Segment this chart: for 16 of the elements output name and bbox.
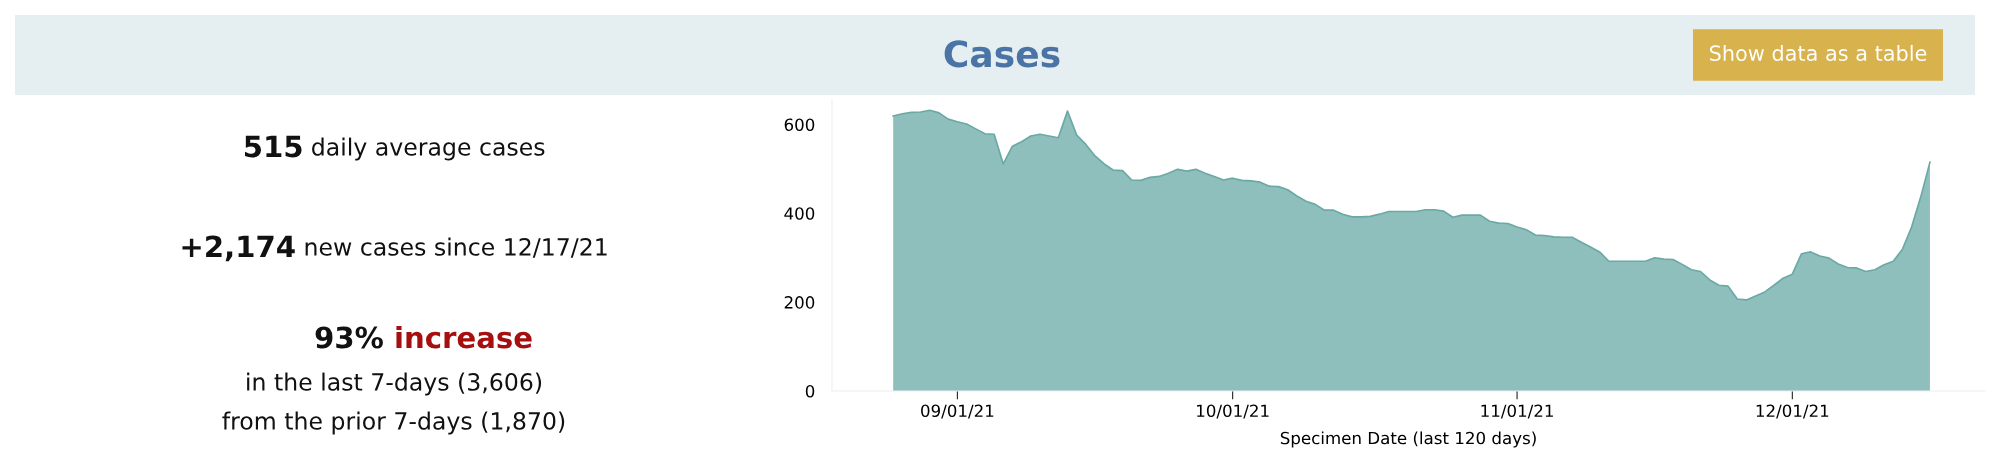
x-tick-label: 10/01/21 xyxy=(1197,404,1269,419)
y-tick-label: 600 xyxy=(784,118,815,131)
x-tick-label: 09/01/21 xyxy=(921,404,994,419)
text: 93% increase xyxy=(315,325,532,349)
x-axis-title: Specimen Date (last 120 days) xyxy=(1280,431,1536,448)
y-tick-label: 200 xyxy=(784,296,815,309)
x-tick-label: 11/01/21 xyxy=(1481,404,1553,419)
y-tick-label: 400 xyxy=(784,207,815,220)
y-tick-label: 0 xyxy=(805,384,815,398)
x-tick-label: 12/01/21 xyxy=(1756,404,1829,419)
text: in the last 7-days (3,606) xyxy=(247,372,542,396)
chart-title: Cases xyxy=(944,40,1060,68)
text: Show data as a table xyxy=(1709,44,1927,62)
text: 515 daily average cases xyxy=(245,135,545,161)
text: +2,174 new cases since 12/17/21 xyxy=(182,235,607,262)
text: from the prior 7-days (1,870) xyxy=(222,411,565,435)
